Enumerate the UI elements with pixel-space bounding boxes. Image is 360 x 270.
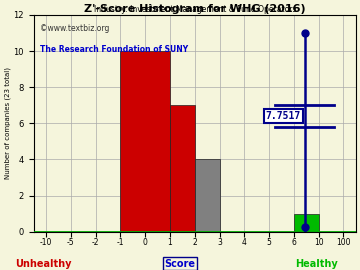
Bar <box>120 51 170 232</box>
Bar <box>195 160 220 232</box>
Title: Z'-Score Histogram for WHG (2016): Z'-Score Histogram for WHG (2016) <box>84 4 306 14</box>
Text: Unhealthy: Unhealthy <box>15 259 71 269</box>
Text: 7.7517: 7.7517 <box>266 111 301 121</box>
Text: Industry: Investment Management & Fund Operators: Industry: Investment Management & Fund O… <box>94 5 296 14</box>
Bar <box>294 214 319 232</box>
Text: Score: Score <box>165 259 195 269</box>
Text: The Research Foundation of SUNY: The Research Foundation of SUNY <box>40 45 188 54</box>
Bar <box>170 105 195 232</box>
Y-axis label: Number of companies (23 total): Number of companies (23 total) <box>4 67 11 179</box>
Text: Healthy: Healthy <box>296 259 338 269</box>
Text: ©www.textbiz.org: ©www.textbiz.org <box>40 23 109 33</box>
